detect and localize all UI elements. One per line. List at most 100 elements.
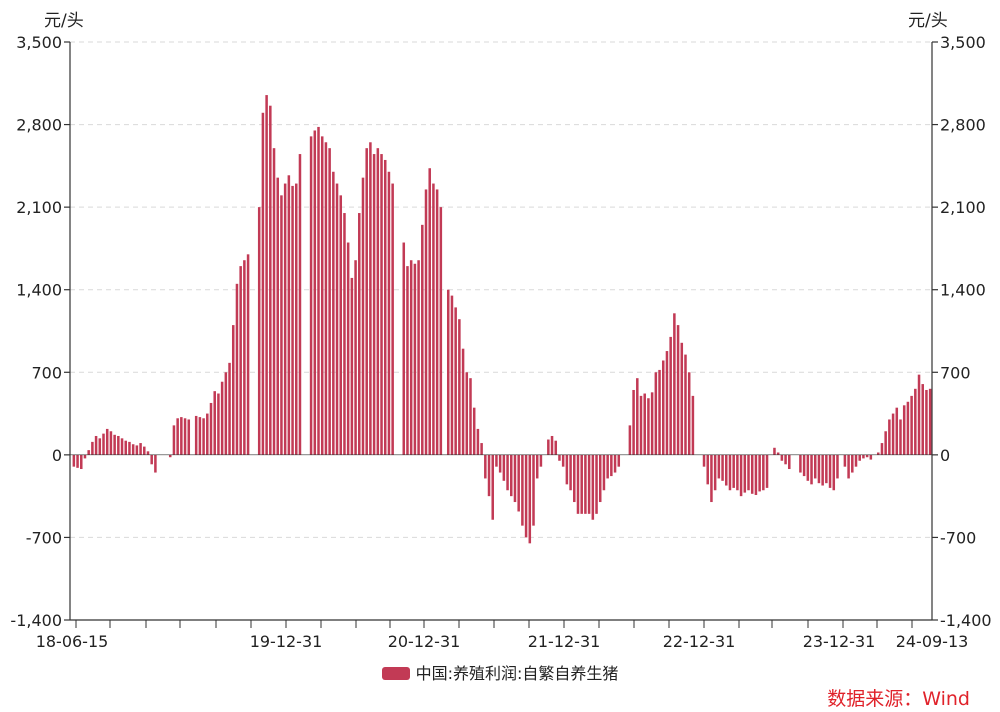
bar — [569, 454, 572, 491]
bar — [109, 431, 113, 455]
bar — [317, 126, 320, 455]
bar — [380, 154, 383, 455]
bar — [513, 454, 517, 503]
bar — [80, 454, 83, 470]
bar — [243, 260, 246, 455]
bar — [928, 388, 932, 455]
bar — [139, 443, 142, 455]
bar — [424, 189, 428, 455]
y-tick-label: 2,800 — [940, 116, 986, 135]
bar — [528, 454, 532, 544]
bar — [458, 319, 461, 455]
bar — [613, 454, 617, 473]
bar — [135, 445, 139, 455]
bar — [428, 168, 431, 455]
bar — [628, 425, 632, 455]
x-tick-label: 24-09-13 — [896, 632, 969, 651]
bar — [198, 417, 202, 455]
bar — [576, 454, 580, 514]
bar — [587, 454, 591, 514]
bar — [102, 433, 105, 455]
bar — [713, 454, 717, 491]
y-tick-label: -700 — [26, 528, 62, 547]
bar — [858, 454, 861, 461]
bar-series — [72, 95, 932, 544]
bar — [891, 413, 895, 455]
bar — [409, 260, 413, 455]
bar — [750, 454, 754, 494]
bar — [639, 395, 643, 455]
bar — [235, 283, 239, 455]
bar — [580, 454, 583, 514]
bar — [113, 434, 116, 455]
bar — [506, 454, 509, 491]
bar — [617, 454, 621, 467]
bar — [354, 260, 357, 455]
bar — [183, 418, 187, 455]
bar — [661, 360, 665, 455]
bar — [350, 277, 354, 455]
bar — [547, 439, 550, 455]
bar — [369, 142, 372, 455]
bar — [168, 454, 172, 458]
y-tick-label: 700 — [31, 363, 62, 382]
bar — [291, 185, 294, 455]
bar — [491, 454, 494, 520]
axes — [69, 42, 933, 621]
bar — [650, 392, 654, 455]
bar — [673, 313, 676, 455]
bar — [825, 454, 828, 484]
bar — [910, 395, 913, 455]
bar — [921, 384, 924, 455]
bar — [647, 398, 650, 455]
bar — [884, 431, 887, 455]
y-tick-label: 1,400 — [940, 281, 986, 300]
bar — [862, 454, 865, 459]
bar — [510, 454, 513, 497]
bar — [454, 307, 457, 455]
bar — [754, 454, 758, 495]
bar — [880, 443, 884, 455]
bar — [180, 417, 183, 455]
bar — [813, 454, 817, 479]
bar — [450, 295, 454, 455]
bar — [484, 454, 487, 479]
legend-swatch — [381, 667, 410, 680]
bar — [206, 413, 209, 455]
bar — [565, 454, 569, 485]
bar — [710, 454, 713, 503]
bar — [446, 289, 450, 455]
bar — [865, 454, 869, 458]
bar — [146, 451, 150, 455]
bar — [365, 148, 368, 455]
bar — [154, 454, 157, 473]
bar — [217, 393, 220, 455]
bar — [261, 112, 265, 455]
y-tick-label: 3,500 — [940, 33, 986, 52]
bar — [610, 454, 613, 477]
bar — [854, 454, 858, 467]
bar — [658, 369, 661, 455]
bar — [335, 183, 339, 455]
bar — [851, 454, 854, 473]
bar — [806, 454, 810, 481]
bar — [895, 407, 899, 455]
bar — [632, 389, 635, 455]
bar — [847, 454, 850, 479]
y-tick-label: -1,400 — [940, 611, 992, 630]
bar — [150, 454, 153, 465]
bar — [828, 454, 832, 488]
bar — [521, 454, 524, 526]
bar — [914, 388, 917, 455]
bar — [176, 418, 179, 455]
bar — [480, 443, 483, 455]
bar — [836, 454, 839, 479]
y-tick-label: -1,400 — [10, 611, 62, 630]
bar — [228, 362, 231, 455]
bar — [120, 438, 124, 455]
bar — [591, 454, 595, 520]
bar — [739, 454, 743, 497]
bar — [194, 415, 198, 455]
bar — [487, 454, 491, 497]
